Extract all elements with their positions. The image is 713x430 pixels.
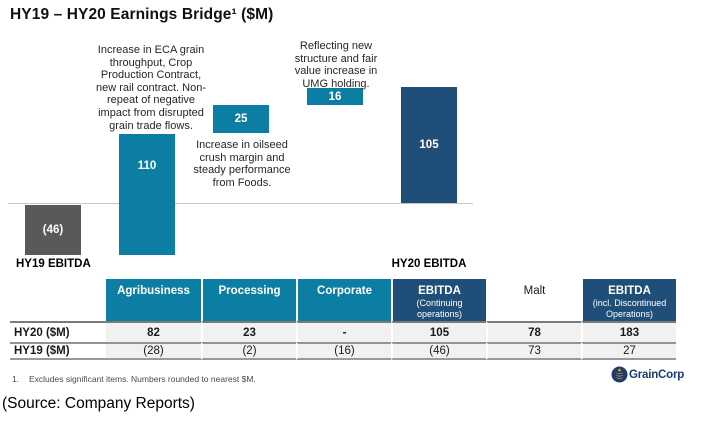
table-row-hy20: HY20 ($M) 82 23 - 105 78 183	[10, 321, 676, 342]
annotation-umg: Reflecting new structure and fair value …	[294, 40, 378, 90]
waterfall-bar-bridge-1: 110	[119, 134, 175, 255]
column-title: Corporate	[317, 285, 372, 297]
waterfall-bar-hy20-ebitda: 105	[401, 87, 457, 203]
waterfall-bar-bridge-3: 16	[307, 88, 363, 105]
row-label: HY19 ($M)	[10, 342, 106, 360]
graincorp-logo: GrainCorp	[611, 366, 684, 383]
table-cell: (28)	[106, 342, 201, 360]
table-header-blank	[10, 279, 106, 321]
column-title: Malt	[523, 285, 546, 297]
table-cell: 105	[391, 321, 486, 342]
row-label: HY20 ($M)	[10, 321, 106, 342]
annotation-agribusiness: Increase in ECA grain throughput, Crop P…	[95, 44, 207, 132]
bar-value-label: 105	[419, 139, 439, 151]
table-cell: 27	[581, 342, 676, 360]
waterfall-bar-bridge-2: 25	[213, 105, 269, 133]
bar-value-label: 25	[234, 113, 248, 125]
table-header-malt: Malt	[486, 279, 581, 321]
table-cell: (46)	[391, 342, 486, 360]
table-cell: 78	[486, 321, 581, 342]
table-row-hy19: HY19 ($M) (28) (2) (16) (46) 73 27	[10, 342, 676, 360]
table-cell: -	[296, 321, 391, 342]
column-subtitle: (Continuing operations)	[416, 298, 463, 319]
footnote-text: Excludes significant items. Numbers roun…	[29, 374, 256, 384]
waterfall-bar-hy19-ebitda: (46)	[25, 205, 81, 255]
column-title: Processing	[218, 285, 281, 297]
table-header-corporate: Corporate	[296, 279, 391, 321]
axis-label-hy20-ebitda: HY20 EBITDA	[391, 258, 467, 270]
table-cell: 183	[581, 321, 676, 342]
bar-value-label: 110	[137, 160, 157, 172]
table-header-row: Agribusiness Processing Corporate EBITDA…	[10, 279, 676, 321]
column-subtitle: (incl. Discontinued Operations)	[592, 298, 667, 319]
table-cell: 73	[486, 342, 581, 360]
column-title: Agribusiness	[117, 285, 190, 297]
bar-value-label: 16	[328, 90, 342, 103]
annotation-oilseed: Increase in oilseed crush margin and ste…	[193, 139, 291, 189]
table-header-processing: Processing	[201, 279, 296, 321]
table-cell: (2)	[201, 342, 296, 360]
column-title: EBITDA	[608, 285, 651, 297]
page-title: HY19 – HY20 Earnings Bridge¹ ($M)	[10, 6, 274, 23]
graincorp-logo-text: GrainCorp	[629, 368, 685, 381]
table-header-ebitda-discontinued: EBITDA (incl. Discontinued Operations)	[581, 279, 676, 321]
bar-value-label: (46)	[42, 224, 64, 236]
table-cell: 23	[201, 321, 296, 342]
ebitda-table: Agribusiness Processing Corporate EBITDA…	[10, 279, 676, 360]
axis-label-hy19-ebitda: HY19 EBITDA	[16, 258, 91, 270]
column-title: EBITDA	[418, 285, 461, 297]
zero-axis-line	[8, 203, 473, 204]
table-header-agribusiness: Agribusiness	[106, 279, 201, 321]
footnote-marker: 1.	[12, 374, 20, 384]
table-header-ebitda-continuing: EBITDA (Continuing operations)	[391, 279, 486, 321]
source-caption: (Source: Company Reports)	[2, 395, 195, 412]
table-cell: 82	[106, 321, 201, 342]
table-cell: (16)	[296, 342, 391, 360]
footnote: 1. Excludes significant items. Numbers ro…	[12, 374, 256, 384]
graincorp-wheat-icon	[611, 366, 628, 383]
